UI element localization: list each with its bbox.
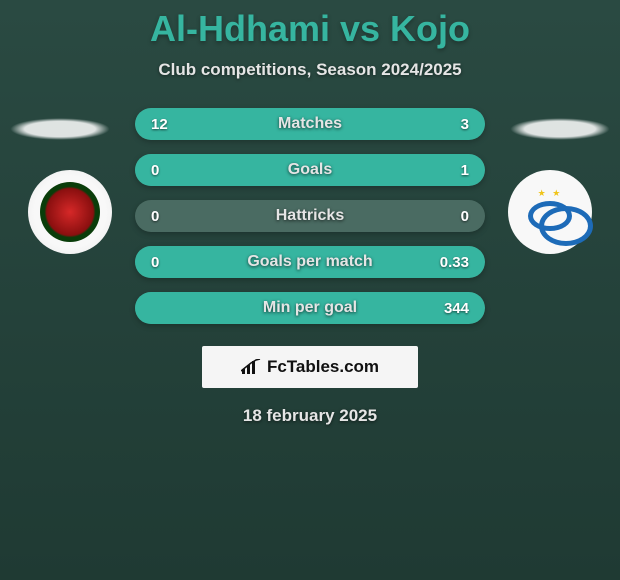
club-badge-left-inner (40, 182, 100, 242)
player-silhouette-right (510, 118, 610, 140)
club-badge-right-stars: ★ ★ (538, 188, 563, 199)
stat-label: Min per goal (135, 299, 485, 317)
club-badge-right-rings (528, 201, 572, 231)
stat-value-right: 344 (444, 300, 469, 317)
stat-label: Hattricks (135, 207, 485, 225)
brand-badge[interactable]: FcTables.com (202, 346, 418, 388)
club-badge-left (28, 170, 112, 254)
club-badge-right: ★ ★ (508, 170, 592, 254)
player-silhouette-left (10, 118, 110, 140)
stat-row-min-per-goal: Min per goal 344 (135, 292, 485, 324)
brand-text: FcTables.com (267, 357, 379, 377)
stat-value-right: 3 (461, 116, 469, 133)
stat-label: Goals (135, 161, 485, 179)
stat-row-goals-per-match: 0 Goals per match 0.33 (135, 246, 485, 278)
stat-value-right: 0.33 (440, 254, 469, 271)
stat-label: Matches (135, 115, 485, 133)
page-subtitle: Club competitions, Season 2024/2025 (0, 60, 620, 80)
comparison-panel: ★ ★ 12 Matches 3 0 Goals 1 0 Hattricks 0 (0, 108, 620, 426)
stat-row-matches: 12 Matches 3 (135, 108, 485, 140)
stat-label: Goals per match (135, 253, 485, 271)
page-title: Al-Hdhami vs Kojo (0, 0, 620, 50)
stats-column: 12 Matches 3 0 Goals 1 0 Hattricks 0 0 G… (135, 108, 485, 324)
stat-value-right: 0 (461, 208, 469, 225)
bar-chart-icon (241, 359, 261, 375)
stat-value-right: 1 (461, 162, 469, 179)
stat-row-goals: 0 Goals 1 (135, 154, 485, 186)
stat-row-hattricks: 0 Hattricks 0 (135, 200, 485, 232)
date-label: 18 february 2025 (0, 406, 620, 426)
